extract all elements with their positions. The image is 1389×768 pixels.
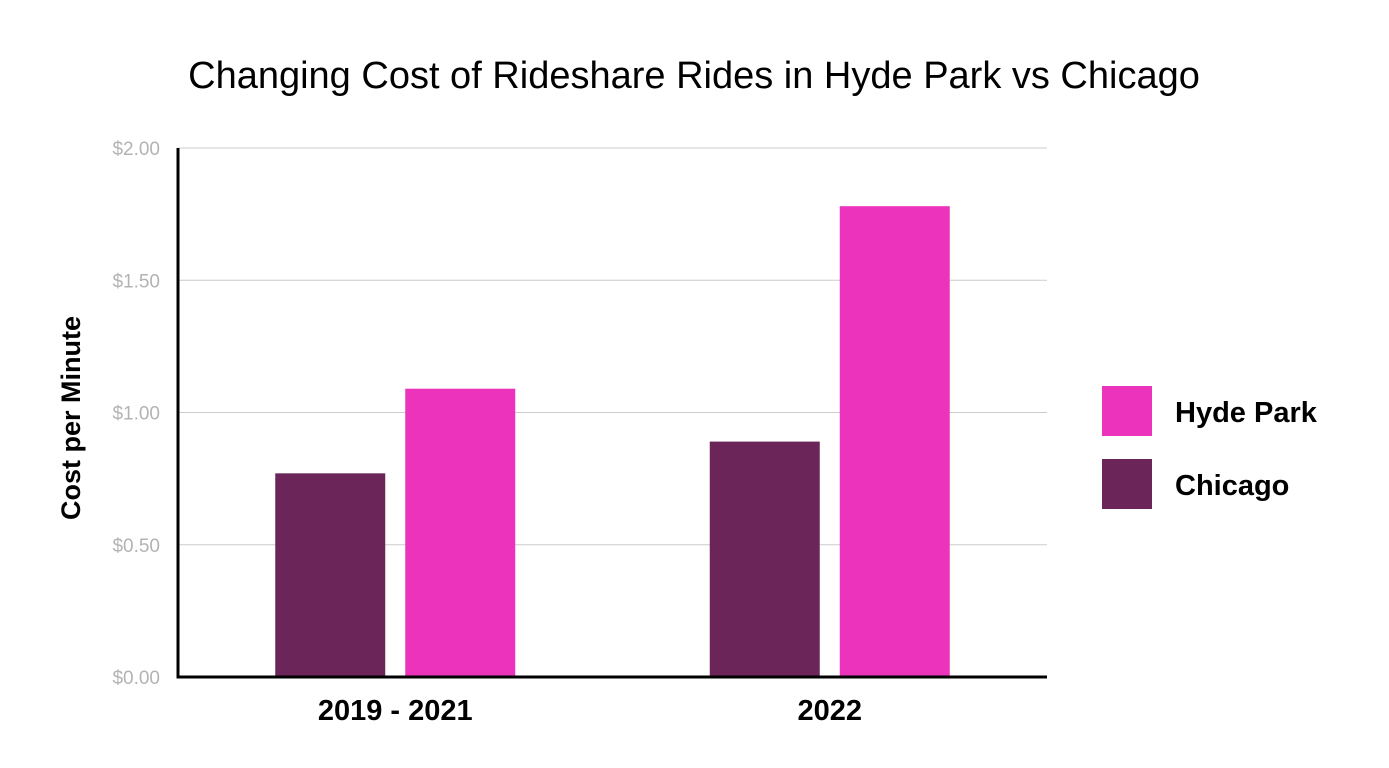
bar-hyde-park [839, 206, 950, 677]
legend-swatch [1102, 386, 1152, 436]
y-tick-label: $2.00 [112, 139, 160, 160]
y-tick-label: $0.00 [112, 668, 160, 689]
bar-hyde-park [405, 388, 516, 677]
bars [275, 206, 950, 677]
y-axis-ticks: $0.00 $0.50 $1.00 $1.50 $2.00 [112, 139, 160, 689]
legend-swatch [1102, 459, 1152, 509]
y-tick-label: $0.50 [112, 536, 160, 557]
y-tick-label: $1.50 [112, 271, 160, 292]
bar-chicago [709, 441, 820, 677]
legend-label: Hyde Park [1175, 397, 1318, 429]
y-tick-label: $1.00 [112, 404, 160, 425]
x-tick-label: 2022 [797, 695, 862, 727]
chart-title: Changing Cost of Rideshare Rides in Hyde… [188, 55, 1200, 97]
x-tick-label: 2019 - 2021 [318, 695, 473, 727]
bar-chicago [275, 473, 386, 677]
y-axis-title: Cost per Minute [56, 316, 86, 520]
legend: Hyde Park Chicago [1102, 386, 1318, 509]
x-axis-ticks: 2019 - 2021 2022 [318, 695, 862, 727]
legend-label: Chicago [1175, 470, 1289, 502]
